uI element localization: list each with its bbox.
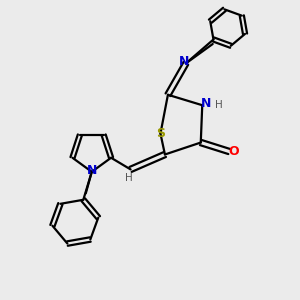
Text: S: S: [156, 127, 165, 140]
Text: N: N: [87, 164, 97, 177]
Text: H: H: [215, 100, 223, 110]
Text: H: H: [125, 173, 133, 183]
Text: O: O: [228, 145, 239, 158]
Text: N: N: [179, 56, 190, 68]
Text: N: N: [201, 97, 211, 110]
